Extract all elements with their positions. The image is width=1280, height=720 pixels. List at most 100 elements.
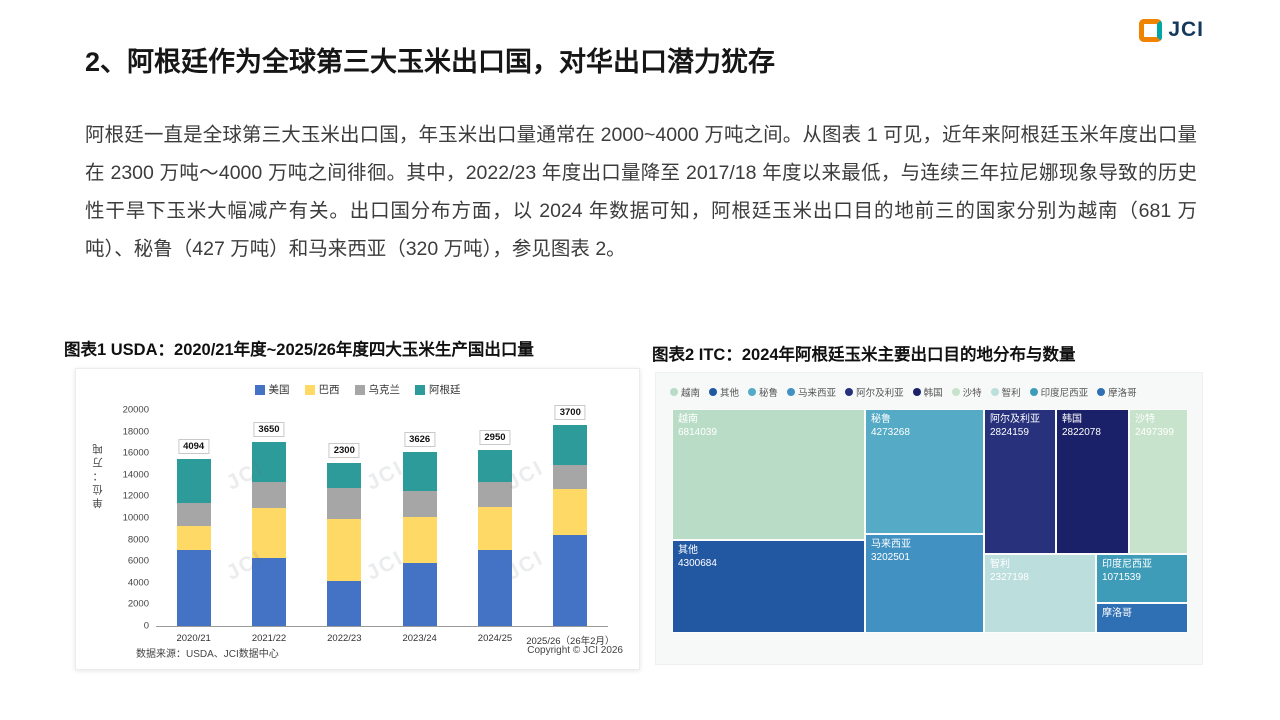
y-axis-tick-label: 14000 xyxy=(122,469,149,481)
bar-segment-美国 xyxy=(553,535,588,626)
bar-segment-阿根廷 xyxy=(553,425,588,466)
legend-swatch xyxy=(912,388,921,396)
treemap-cell: 秘鲁 4273268 xyxy=(865,409,984,534)
legend-label: 巴西 xyxy=(318,384,340,396)
legend-swatch xyxy=(787,388,796,396)
y-axis-tick-label: 20000 xyxy=(122,404,149,416)
x-axis-tick-label: 2020/21 xyxy=(176,633,211,644)
treemap-cell: 印度尼西亚 1071539 xyxy=(1096,554,1188,603)
x-axis-tick-label: 2025/26（26年2月） xyxy=(526,636,615,647)
legend-label: 乌克兰 xyxy=(368,384,401,396)
legend-swatch xyxy=(254,384,265,395)
treemap-cell-value: 2822078 xyxy=(1062,427,1101,438)
bar-stack xyxy=(327,462,362,626)
legend-item: 摩洛哥 xyxy=(1097,385,1137,399)
treemap-cell: 沙特 2497399 xyxy=(1129,409,1188,554)
bar-segment-巴西 xyxy=(477,507,512,551)
y-axis-title: 单位：万吨 xyxy=(92,441,104,509)
bar-segment-乌克兰 xyxy=(553,465,588,489)
legend-item: 印度尼西亚 xyxy=(1029,385,1088,399)
y-axis-tick-label: 2000 xyxy=(127,598,149,610)
legend-item: 越南 xyxy=(670,385,700,399)
bar-segment-阿根廷 xyxy=(251,442,286,482)
legend-swatch xyxy=(354,384,365,395)
legend-label: 秘鲁 xyxy=(759,388,779,399)
legend-item: 巴西 xyxy=(304,382,340,397)
y-axis-tick-label: 18000 xyxy=(122,426,149,438)
legend-item: 智利 xyxy=(990,385,1021,399)
treemap-cell-label: 阿尔及利亚 xyxy=(990,414,1040,425)
chart1-heading: 图表1 USDA：2020/21年度~2025/26年度四大玉米生产国出口量 xyxy=(64,341,534,359)
legend-label: 马来西亚 xyxy=(798,388,837,399)
bar-segment-巴西 xyxy=(176,525,211,551)
legend-label: 沙特 xyxy=(962,388,982,399)
legend-label: 美国 xyxy=(268,384,290,396)
data-source-note: 数据来源：USDA、JCI数据中心 xyxy=(136,649,279,660)
body-paragraph: 阿根廷一直是全球第三大玉米出口国，年玉米出口量通常在 2000~4000 万吨之… xyxy=(85,124,1197,260)
bar-value-label: 3650 xyxy=(253,422,285,438)
legend-swatch xyxy=(304,384,315,395)
bar-group: 2950 2024/25 xyxy=(457,411,532,644)
treemap-cell-label: 摩洛哥 xyxy=(1102,608,1132,619)
x-axis-tick-label: 2023/24 xyxy=(402,633,437,644)
legend-item: 秘鲁 xyxy=(748,385,778,399)
bar-chart-footer: 数据来源：USDA、JCI数据中心 Copyright © JCI 2026 xyxy=(136,645,623,660)
legend-item: 阿尔及利亚 xyxy=(845,385,904,399)
bar-segment-巴西 xyxy=(327,519,362,581)
treemap-cell-value: 2327198 xyxy=(990,572,1029,583)
treemap-cell-label: 韩国 xyxy=(1062,414,1082,425)
legend-swatch xyxy=(415,384,425,395)
bar-chart-panel: 美国 巴西 乌克兰 阿根廷 单位：万吨 0 2000 4000 6000 8000 10000 1… xyxy=(75,368,640,670)
treemap-cell: 马来西亚 3202501 xyxy=(865,534,984,633)
bar-segment-阿根廷 xyxy=(176,458,211,503)
bars-container: 4094 2020/21 3650 2021/22 2300 2022/23 3626 202… xyxy=(156,405,614,647)
treemap-cell-value: 2824159 xyxy=(990,427,1029,438)
y-axis-tick-label: 4000 xyxy=(127,577,149,589)
bar-group: 3626 2023/24 xyxy=(382,411,457,644)
treemap-legend: 越南 其他 秘鲁 马来西亚 阿尔及利亚 韩国 沙特 智利 印度尼西亚 摩洛哥 xyxy=(670,385,1196,399)
bar-stack xyxy=(477,449,512,626)
bar-segment-乌克兰 xyxy=(402,491,437,517)
treemap-cell-value: 6814039 xyxy=(678,427,717,438)
legend-swatch xyxy=(1029,388,1038,396)
treemap-cell: 其他 4300684 xyxy=(672,540,865,633)
treemap-cell-value: 4300684 xyxy=(678,558,717,569)
treemap-cell-label: 智利 xyxy=(990,559,1010,570)
legend-label: 韩国 xyxy=(923,388,943,399)
jci-logo-text: JCI xyxy=(1168,18,1204,41)
legend-item: 美国 xyxy=(254,382,290,397)
y-axis-tick-label: 8000 xyxy=(127,534,149,546)
legend-label: 摩洛哥 xyxy=(1108,388,1137,399)
bar-value-label: 2300 xyxy=(328,442,360,458)
bar-chart-plot-area: 0 2000 4000 6000 8000 10000 12000 14000 16000 180… xyxy=(123,405,615,648)
treemap-cell: 越南 6814039 xyxy=(672,409,865,540)
x-axis-tick-label: 2021/22 xyxy=(251,633,287,644)
bar-segment-巴西 xyxy=(251,508,286,558)
treemap-cell-label: 印度尼西亚 xyxy=(1102,559,1152,570)
treemap-cell: 韩国 2822078 xyxy=(1056,409,1129,554)
bar-group: 4094 2020/21 xyxy=(156,411,231,644)
y-axis-tick-label: 0 xyxy=(143,620,149,632)
bar-segment-阿根廷 xyxy=(477,449,512,482)
page-title: 2、阿根廷作为全球第三大玉米出口国，对华出口潜力犹存 xyxy=(85,47,776,77)
legend-swatch xyxy=(709,388,718,396)
y-axis-tick-label: 12000 xyxy=(122,490,149,502)
legend-label: 智利 xyxy=(1001,388,1021,399)
legend-item: 乌克兰 xyxy=(354,382,401,397)
treemap-cell-label: 秘鲁 xyxy=(871,414,891,425)
treemap-cell: 智利 2327198 xyxy=(984,554,1096,633)
bar-segment-乌克兰 xyxy=(477,481,512,508)
treemap-plot-area: 越南 6814039 其他 4300684 秘鲁 4273268 马来西亚 3202501 阿尔… xyxy=(672,409,1188,633)
bar-value-label: 3626 xyxy=(404,431,436,447)
bar-segment-美国 xyxy=(251,557,286,626)
legend-swatch xyxy=(748,388,757,396)
bar-value-label: 2950 xyxy=(479,429,511,445)
bar-chart-legend: 美国 巴西 乌克兰 阿根廷 xyxy=(76,382,639,397)
bar-segment-阿根廷 xyxy=(402,451,437,492)
legend-item: 韩国 xyxy=(912,385,943,399)
legend-label: 阿根廷 xyxy=(429,384,461,396)
bar-stack xyxy=(553,425,588,626)
bar-segment-美国 xyxy=(402,563,437,626)
treemap-cell-value: 2497399 xyxy=(1135,427,1174,438)
